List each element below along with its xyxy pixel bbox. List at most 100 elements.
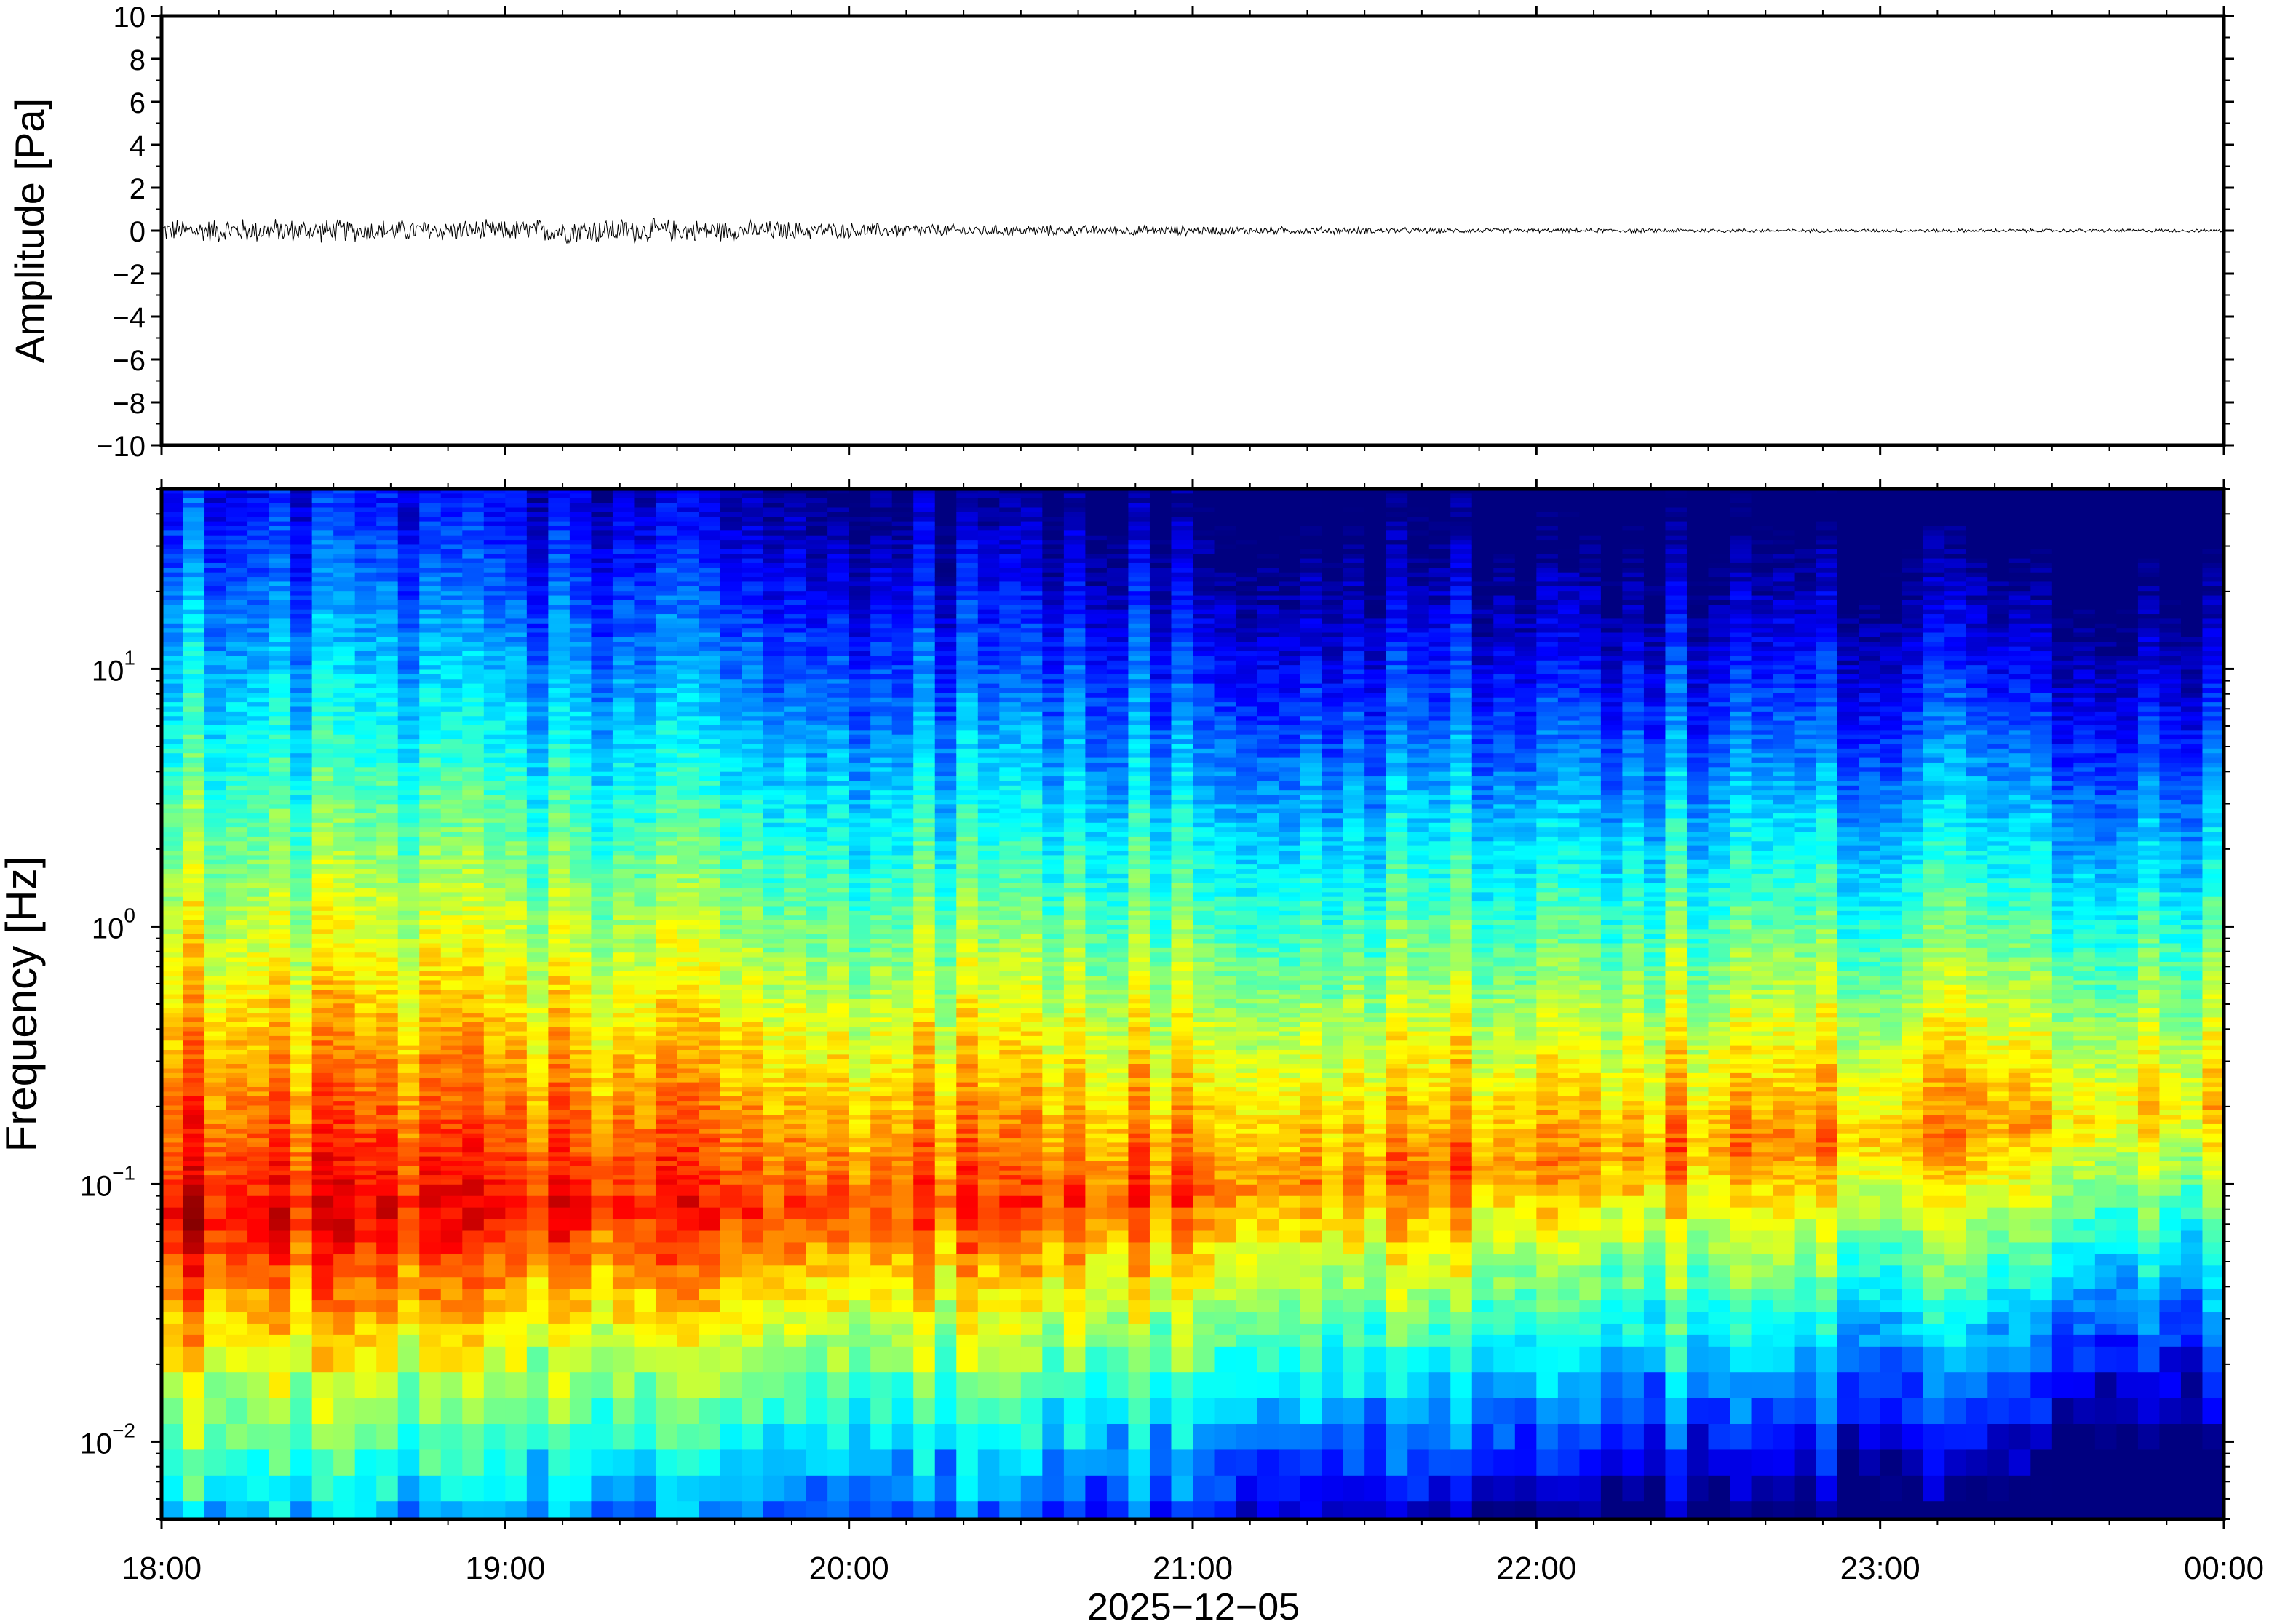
spectrogram-cell <box>483 1300 506 1313</box>
spectrogram-cell <box>591 1219 613 1232</box>
spectrogram-cell <box>226 1184 248 1197</box>
spectrogram-cell <box>548 702 571 708</box>
spectrogram-cell <box>247 984 270 990</box>
spectrogram-cell <box>290 493 313 499</box>
spectrogram-cell <box>699 734 721 740</box>
spectrogram-cell <box>183 572 205 578</box>
spectrogram-cell <box>440 878 463 884</box>
spectrogram-cell <box>462 1147 485 1153</box>
spectrogram-cell <box>591 568 613 573</box>
spectrogram-cell <box>376 618 399 624</box>
spectrogram-cell <box>548 517 571 522</box>
spectrogram-cell <box>742 990 764 995</box>
spectrogram-cell <box>226 702 248 708</box>
spectrogram-cell <box>763 818 785 824</box>
spectrogram-cell <box>699 757 721 763</box>
spectrogram-cell <box>269 961 291 967</box>
spectrogram-cell <box>311 1045 334 1051</box>
spectrogram-cell <box>763 785 785 791</box>
spectrogram-cell <box>569 1152 592 1158</box>
spectrogram-cell <box>548 878 571 884</box>
spectrogram-cell <box>183 1022 205 1027</box>
spectrogram-cell <box>440 757 463 763</box>
spectrogram-cell <box>462 813 485 819</box>
spectrogram-cell <box>742 924 764 930</box>
spectrogram-cell <box>548 813 571 819</box>
spectrogram-cell <box>569 869 592 875</box>
spectrogram-cell <box>462 697 485 703</box>
spectrogram-cell <box>311 1078 334 1083</box>
spectrogram-cell <box>226 540 248 546</box>
spectrogram-cell <box>311 776 334 782</box>
spectrogram-cell <box>655 512 678 517</box>
spectrogram-cell <box>483 1110 506 1115</box>
spectrogram-cell <box>419 939 442 944</box>
spectrogram-cell <box>634 1323 656 1336</box>
spectrogram-cell <box>419 1179 442 1185</box>
spectrogram-cell <box>699 1346 721 1373</box>
spectrogram-cell <box>269 1449 291 1476</box>
spectrogram-cell <box>742 507 764 513</box>
spectrogram-cell <box>397 1242 420 1254</box>
spectrogram-cell <box>397 767 420 773</box>
spectrogram-cell <box>440 517 463 522</box>
spectrogram-cell <box>612 1101 635 1107</box>
spectrogram-cell <box>354 498 377 503</box>
spectrogram-cell <box>677 507 699 513</box>
spectrogram-cell <box>634 1027 656 1032</box>
spectrogram-cell <box>569 1312 592 1324</box>
spectrogram-cell <box>720 915 742 921</box>
spectrogram-cell <box>419 873 442 879</box>
spectrogram-cell <box>162 1017 184 1023</box>
spectrogram-cell <box>247 990 270 995</box>
spectrogram-cell <box>720 1050 742 1055</box>
spectrogram-cell <box>612 984 635 990</box>
spectrogram-cell <box>397 591 420 597</box>
spectrogram-cell <box>247 896 270 902</box>
spectrogram-cell <box>397 1207 420 1220</box>
spectrogram-cell <box>290 503 313 509</box>
spectrogram-cell <box>699 910 721 916</box>
spectrogram-cell <box>333 795 356 800</box>
spectrogram-cell <box>699 1059 721 1064</box>
spectrogram-cell <box>612 915 635 921</box>
spectrogram-cell <box>591 1086 613 1092</box>
spectrogram-cell <box>333 1147 356 1153</box>
spectrogram-cell <box>720 1424 742 1451</box>
spectrogram-cell <box>376 1008 399 1014</box>
spectrogram-cell <box>419 1045 442 1051</box>
spectrogram-cell <box>226 883 248 888</box>
spectrogram-cell <box>419 859 442 865</box>
spectrogram-cell <box>634 832 656 837</box>
spectrogram-cell <box>612 674 635 680</box>
spectrogram-cell <box>333 943 356 949</box>
spectrogram-cell <box>569 544 592 550</box>
spectrogram-cell <box>677 706 699 712</box>
spectrogram-cell <box>505 725 528 731</box>
spectrogram-cell <box>548 1050 571 1055</box>
spectrogram-cell <box>269 1170 291 1176</box>
spectrogram-cell <box>720 748 742 754</box>
spectrogram-cell <box>376 1346 399 1373</box>
spectrogram-cell <box>162 577 184 583</box>
spectrogram-cell <box>376 1096 399 1102</box>
spectrogram-cell <box>699 697 721 703</box>
spectrogram-cell <box>526 600 549 605</box>
spectrogram-cell <box>397 544 420 550</box>
spectrogram-cell <box>269 730 291 736</box>
spectrogram-cell <box>226 521 248 527</box>
spectrogram-cell <box>634 618 656 624</box>
spectrogram-cell <box>226 595 248 601</box>
spectrogram-cell <box>462 1064 485 1070</box>
spectrogram-cell <box>591 734 613 740</box>
spectrogram-cell <box>612 1142 635 1148</box>
spectrogram-cell <box>376 1050 399 1055</box>
spectrogram-cell <box>290 618 313 624</box>
spectrogram-cell <box>655 939 678 944</box>
spectrogram-cell <box>548 822 571 828</box>
spectrogram-cell <box>311 1119 334 1125</box>
spectrogram-cell <box>699 1105 721 1111</box>
spectrogram-cell <box>548 887 571 893</box>
spectrogram-cell <box>483 836 506 842</box>
spectrogram-cell <box>333 1022 356 1027</box>
